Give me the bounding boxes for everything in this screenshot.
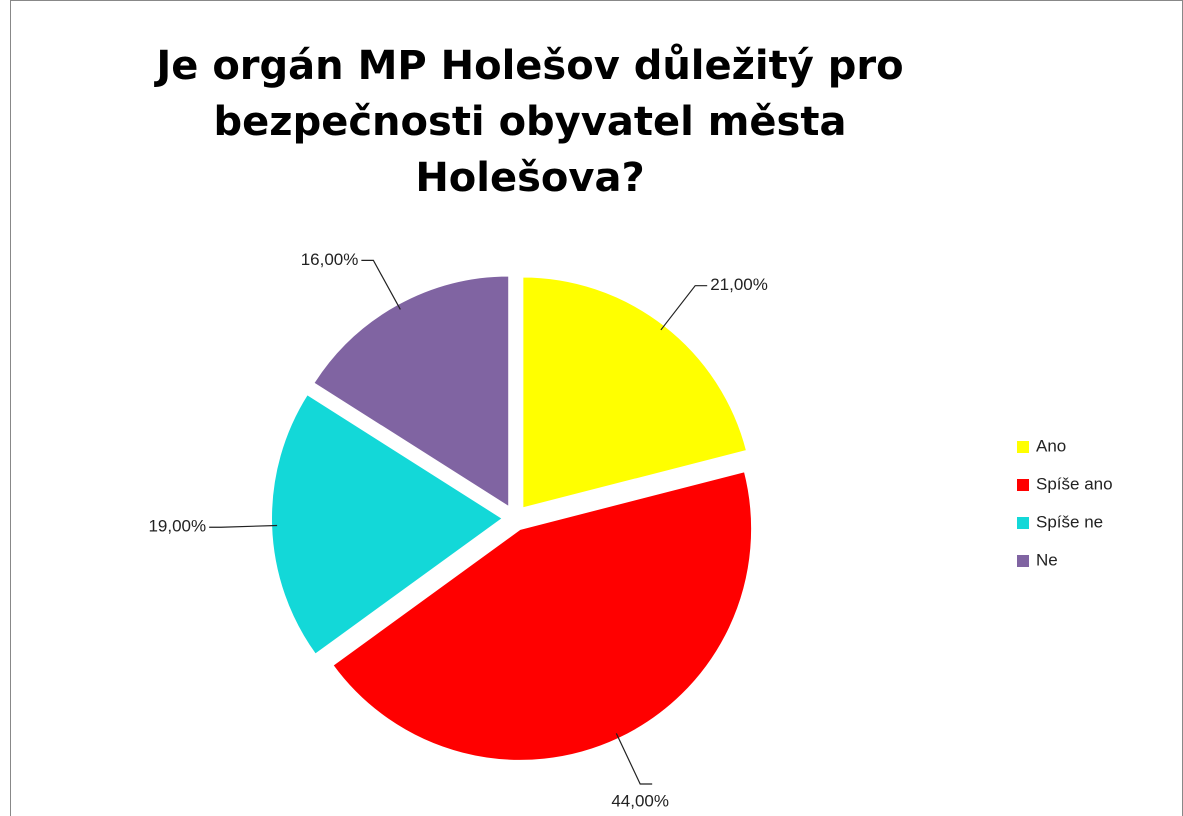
legend-label: Ano [1036,436,1066,455]
legend-swatch [1017,555,1029,567]
data-label: 19,00% [148,517,206,536]
leader-line [361,259,401,310]
legend-label: Spíše ano [1036,474,1113,493]
data-label: 16,00% [301,250,359,269]
data-label: 44,00% [611,792,669,811]
chart-title: Je orgán MP Holešov důležitý pro bezpečn… [156,43,904,201]
legend-swatch [1017,479,1029,491]
legend-label: Ne [1036,550,1058,569]
legend-label: Spíše ne [1036,512,1103,531]
legend-swatch [1017,517,1029,529]
leader-line [615,733,653,785]
leader-line [660,285,708,331]
legend-swatch [1017,441,1029,453]
data-label: 21,00% [710,275,768,294]
pie-slice [521,275,749,510]
leader-line [209,524,278,528]
